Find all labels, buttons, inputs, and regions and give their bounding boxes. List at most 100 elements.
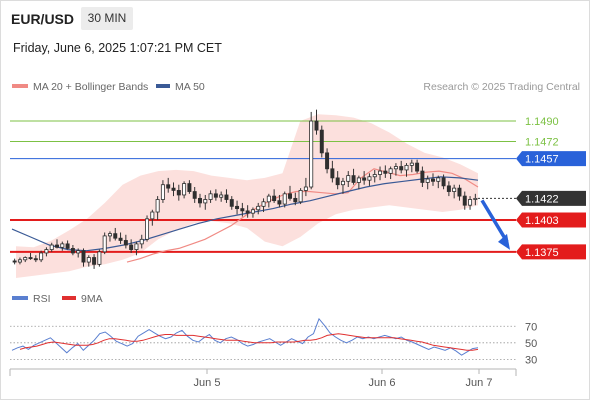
candle-body: [60, 243, 65, 248]
candle-body: [362, 177, 367, 181]
candle-body: [86, 257, 91, 263]
candle-body: [129, 244, 134, 250]
candle-body: [97, 251, 102, 265]
level-badge: [516, 151, 586, 167]
candle-body: [139, 238, 144, 245]
candle-body: [182, 183, 187, 196]
chart-header: EUR/USD 30 MIN: [0, 0, 590, 38]
candle-body: [17, 259, 22, 263]
timestamp: Friday, June 6, 2025 1:07:21 PM CET: [13, 41, 222, 55]
rsi-level-label: 30: [525, 354, 537, 366]
candle-body: [81, 250, 86, 263]
candle-body: [197, 197, 202, 204]
ma50-line: [11, 176, 479, 252]
candle-body: [155, 199, 160, 213]
level-label: 1.1472: [525, 137, 559, 149]
candle-body: [325, 152, 330, 170]
candle-body: [235, 205, 240, 210]
candle-body: [399, 166, 404, 171]
level-badge: [516, 244, 586, 260]
x-tick-label: Jun 7: [466, 377, 493, 389]
candle-body: [293, 197, 298, 203]
candle-body: [92, 257, 97, 265]
rsi-legend-label: RSI: [33, 293, 51, 305]
candlesticks: [12, 109, 478, 269]
symbol-title: EUR/USD: [11, 11, 75, 27]
forecast-arrow: [480, 199, 510, 250]
candle-body: [367, 176, 372, 181]
level-label: 1.1375: [525, 247, 559, 259]
candle-body: [288, 193, 293, 199]
candle-body: [330, 168, 335, 179]
candle-body: [446, 185, 451, 192]
candle-body: [192, 191, 197, 199]
rsi-ma9-line: [19, 333, 479, 351]
candle-body: [33, 258, 38, 261]
level-label: 1.1457: [525, 154, 559, 166]
candle-body: [261, 201, 266, 207]
level-label: 1.1490: [525, 116, 559, 128]
candle-body: [436, 177, 441, 182]
x-axis: Jun 5 Jun 6 Jun 7: [194, 369, 493, 389]
candle-body: [409, 162, 414, 166]
candle-body: [282, 193, 287, 205]
candle-body: [468, 199, 473, 206]
forecast-arrow-head: [498, 233, 510, 250]
candle-body: [340, 180, 345, 186]
candle-body: [393, 166, 398, 170]
candle-body: [420, 170, 425, 183]
candle-body: [107, 233, 112, 237]
candle-body: [388, 168, 393, 174]
candle-body: [23, 257, 28, 261]
candle-body: [298, 190, 303, 203]
candle-body: [240, 208, 245, 212]
candle-body: [55, 244, 59, 248]
ma50-legend-label: MA 50: [175, 81, 205, 93]
candle-body: [12, 260, 17, 263]
candle-body: [187, 183, 192, 192]
candle-body: [49, 244, 54, 250]
x-tick-label: Jun 6: [369, 377, 396, 389]
candle-body: [415, 162, 420, 172]
rsi-pane: 70 50 30: [10, 317, 537, 366]
candle-body: [346, 175, 351, 182]
candle-body: [319, 129, 324, 154]
candle-body: [145, 218, 150, 240]
candle-body: [272, 195, 277, 202]
candle-body: [256, 205, 261, 211]
candle-body: [118, 237, 123, 241]
level-label: 1.1422: [525, 193, 559, 205]
price-levels: 1.1490 1.1472 1.1457 1.1422 1.1403 1.1375: [10, 116, 586, 260]
forecast-arrow-shaft: [480, 199, 509, 243]
credit-text: Research © 2025 Trading Central: [423, 81, 580, 93]
candle-body: [39, 252, 44, 261]
candle-body: [171, 187, 176, 191]
candle-body: [160, 184, 165, 200]
candle-body: [452, 187, 457, 192]
candle-body: [166, 184, 171, 189]
candle-body: [28, 257, 33, 260]
level-badge: [516, 190, 586, 206]
candle-body: [314, 120, 319, 131]
candle-body: [65, 243, 70, 249]
interval-badge[interactable]: 30 MIN: [81, 7, 133, 30]
candle-body: [224, 194, 229, 200]
candle-body: [303, 186, 308, 191]
level-badge: [516, 212, 586, 228]
candle-body: [356, 177, 361, 183]
candle-body: [44, 249, 49, 254]
candle-body: [266, 195, 271, 203]
ma9-legend-label: 9MA: [81, 293, 103, 305]
rsi-level-label: 70: [525, 321, 537, 333]
candle-body: [430, 178, 435, 182]
candle-body: [473, 197, 478, 200]
ma20-legend-label: MA 20 + Bollinger Bands: [33, 81, 148, 93]
candle-body: [457, 187, 462, 197]
candle-body: [102, 235, 107, 253]
candle-body: [351, 175, 356, 183]
bollinger-band-area: [16, 114, 478, 278]
candle-body: [441, 177, 446, 187]
candle-body: [203, 199, 208, 204]
candle-body: [309, 120, 314, 188]
